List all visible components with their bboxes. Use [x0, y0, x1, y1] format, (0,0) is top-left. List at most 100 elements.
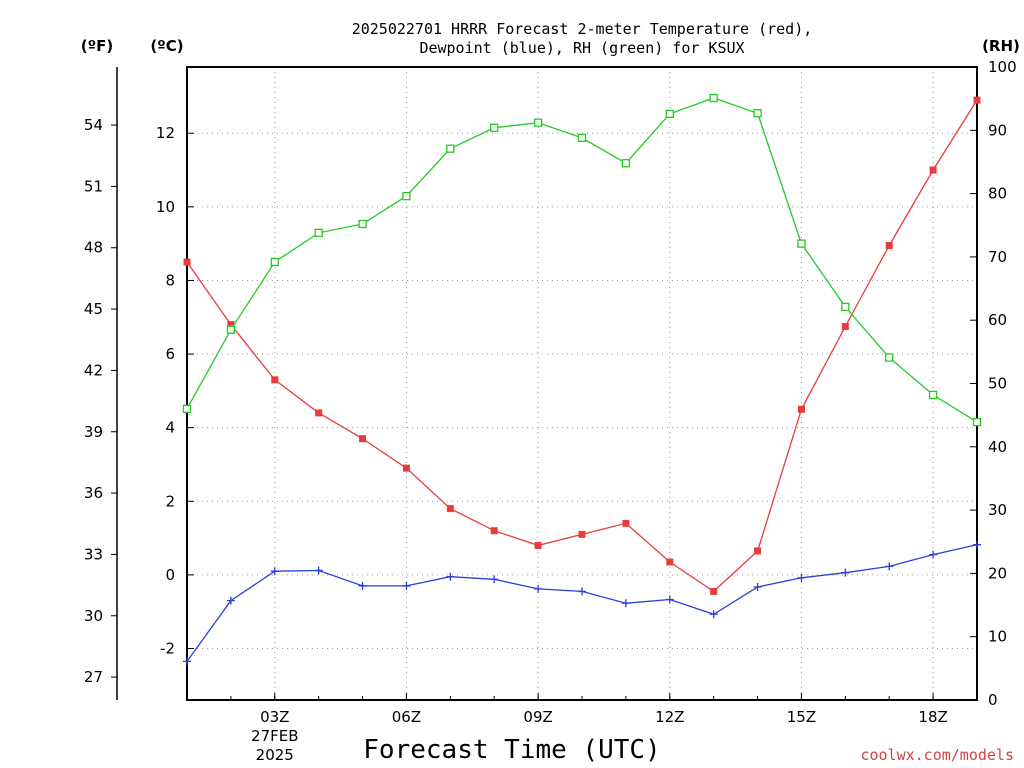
plot-frame — [186, 66, 978, 701]
2-meter-temperature-point — [797, 405, 805, 413]
rh-point — [490, 123, 499, 132]
dewpoint-point — [358, 581, 367, 590]
fahrenheit-tick-label: 45 — [84, 300, 103, 318]
rh-point — [577, 133, 587, 143]
dewpoint-point — [270, 567, 279, 576]
chart-title-line-2: Dewpoint (blue), RH (green) for KSUX — [419, 39, 744, 57]
rh-tick-label: 30 — [988, 501, 1007, 519]
grid — [187, 67, 977, 700]
2-meter-temperature-point — [183, 258, 191, 266]
2-meter-temperature-point — [359, 435, 367, 443]
dewpoint-line — [186, 544, 978, 662]
series — [182, 93, 982, 666]
dewpoint-point — [885, 562, 894, 571]
celsius-unit-label: (ºC) — [150, 37, 183, 55]
fahrenheit-unit-label: (ºF) — [81, 37, 113, 55]
rh-point — [928, 390, 938, 400]
2-meter-temperature-point — [841, 322, 849, 330]
rh-point — [226, 325, 236, 334]
rh-tick-label: 100 — [988, 58, 1017, 76]
rh-point — [621, 159, 631, 168]
2-meter-temperature-point — [754, 547, 762, 555]
rh-tick-label: 60 — [988, 311, 1007, 329]
celsius-tick-label: 0 — [165, 566, 175, 584]
x-tick-label: 03Z — [260, 708, 289, 726]
fahrenheit-tick-label: 27 — [84, 668, 103, 686]
fahrenheit-tick-label: 39 — [84, 423, 103, 441]
dewpoint-point — [709, 610, 718, 619]
celsius-tick-label: 2 — [165, 492, 175, 510]
dewpoint-point — [621, 599, 630, 608]
2-meter-temperature-point — [446, 505, 454, 513]
rh-point — [446, 144, 455, 153]
x-tick-label: 18Z — [918, 708, 947, 726]
fahrenheit-tick-label: 48 — [84, 239, 103, 257]
dewpoint-point — [534, 584, 543, 593]
rh-tick-label: 40 — [988, 438, 1007, 456]
dewpoint-point — [665, 595, 674, 604]
2-meter-temperature-point — [490, 527, 498, 535]
dewpoint-point — [797, 573, 806, 582]
celsius-tick-label: 10 — [156, 198, 175, 216]
2-meter-temperature-point — [929, 166, 937, 174]
rh-point — [402, 191, 411, 201]
rh-point — [533, 118, 543, 127]
celsius-tick-label: 6 — [165, 345, 175, 363]
rh-point — [358, 219, 367, 229]
x-axis-title: Forecast Time (UTC) — [363, 735, 660, 765]
rh-point — [841, 302, 850, 312]
2-meter-temperature-point — [578, 530, 586, 538]
rh-point — [709, 93, 718, 103]
dewpoint-point — [402, 581, 411, 590]
fahrenheit-tick-label: 42 — [84, 361, 103, 379]
2-meter-temperature-point — [315, 409, 323, 417]
dewpoint-point — [314, 566, 323, 575]
dewpoint-point — [841, 568, 850, 577]
x-tick-label: 15Z — [787, 708, 816, 726]
rh-point — [270, 257, 279, 267]
2-meter-temperature-point — [227, 321, 235, 329]
rh-point — [665, 109, 674, 118]
dewpoint-point — [446, 572, 455, 581]
rh-unit-label: (RH) — [982, 37, 1020, 55]
celsius-tick-label: 8 — [165, 271, 175, 289]
credit-text: coolwx.com/models — [860, 746, 1014, 764]
2-meter-temperature-point — [885, 241, 893, 249]
dewpoint-point — [578, 587, 586, 596]
rh-tick-label: 20 — [988, 564, 1007, 582]
2-meter-temperature-line — [186, 99, 978, 593]
x-tick-label: 09Z — [523, 708, 552, 726]
2-meter-temperature-point — [271, 376, 279, 384]
dewpoint-point — [183, 657, 191, 666]
2-meter-temperature-point — [973, 96, 981, 104]
x-tick-label: 06Z — [392, 708, 421, 726]
dewpoint-point — [490, 575, 499, 584]
2-meter-temperature-point — [710, 587, 718, 595]
rh-tick-label: 80 — [988, 185, 1007, 203]
2-meter-temperature-point — [534, 541, 542, 549]
celsius-tick-label: 4 — [165, 419, 175, 437]
rh-point — [797, 239, 806, 248]
rh-tick-label: 50 — [988, 375, 1007, 393]
rh-tick-label: 90 — [988, 121, 1007, 139]
dewpoint-point — [753, 583, 762, 592]
celsius-tick-label: -2 — [160, 639, 175, 657]
chart-title-line-1: 2025022701 HRRR Forecast 2-meter Tempera… — [352, 20, 813, 38]
fahrenheit-tick-label: 36 — [84, 484, 103, 502]
dewpoint-point — [929, 550, 938, 559]
fahrenheit-tick-label: 33 — [84, 545, 103, 563]
rh-point — [314, 228, 323, 237]
x-tick-date-label: 27FEB — [251, 727, 298, 745]
rh-point — [182, 404, 192, 413]
x-tick-label: 12Z — [655, 708, 684, 726]
rh-tick-label: 0 — [988, 691, 998, 709]
2-meter-temperature-point — [622, 519, 630, 527]
rh-point — [885, 353, 894, 362]
dewpoint-point — [226, 596, 235, 605]
rh-line — [186, 97, 978, 423]
rh-tick-label: 10 — [988, 628, 1007, 646]
fahrenheit-tick-label: 54 — [84, 116, 103, 134]
rh-point — [753, 109, 762, 118]
